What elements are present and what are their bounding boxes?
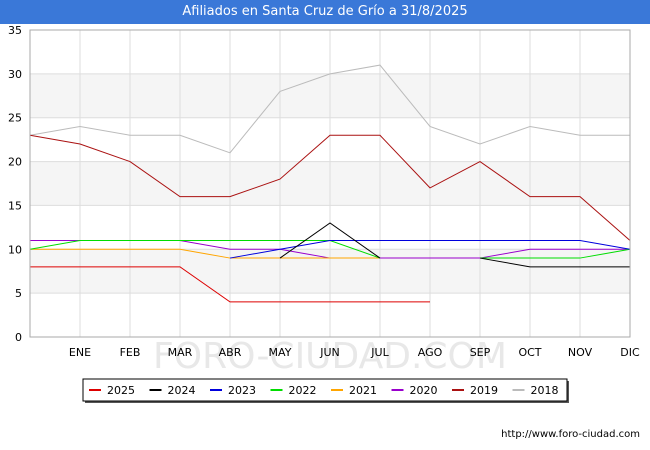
x-tick-label: ENE bbox=[69, 346, 91, 359]
legend-label-2021: 2021 bbox=[349, 384, 377, 397]
x-tick-label: MAR bbox=[168, 346, 193, 359]
legend-label-2025: 2025 bbox=[107, 384, 135, 397]
legend-label-2019: 2019 bbox=[470, 384, 498, 397]
x-tick-label: OCT bbox=[518, 346, 541, 359]
legend-box bbox=[82, 378, 568, 402]
series-line-2025 bbox=[30, 266, 430, 303]
legend-label-2020: 2020 bbox=[410, 384, 438, 397]
x-tick-label: ABR bbox=[219, 346, 242, 359]
watermark-text: FORO-CIUDAD.COM bbox=[153, 336, 507, 377]
source-link[interactable]: http://www.foro-ciudad.com bbox=[501, 429, 640, 440]
legend-label-2018: 2018 bbox=[531, 384, 559, 397]
series-line-2024 bbox=[279, 222, 381, 259]
x-tick-label: AGO bbox=[418, 346, 443, 359]
x-tick-label: SEP bbox=[470, 346, 491, 359]
plot-frame bbox=[29, 29, 631, 338]
y-tick-label: 35 bbox=[8, 24, 22, 37]
x-tick-label: JUN bbox=[319, 346, 340, 359]
series-line-2021 bbox=[30, 248, 380, 259]
series-line-2018 bbox=[29, 64, 630, 154]
legend-label-2022: 2022 bbox=[289, 384, 317, 397]
series-line-2019 bbox=[29, 134, 631, 241]
y-tick-label: 20 bbox=[8, 156, 22, 169]
x-tick-label: JUL bbox=[370, 346, 389, 359]
y-tick-label: 0 bbox=[15, 331, 22, 344]
chart-title: Afiliados en Santa Cruz de Grío a 31/8/2… bbox=[0, 0, 650, 24]
y-tick-label: 10 bbox=[8, 243, 22, 256]
y-tick-label: 30 bbox=[8, 68, 22, 81]
legend-label-2024: 2024 bbox=[168, 384, 196, 397]
legend: 2025 2024 2023 2022 2021 2020 2019 2018 bbox=[82, 378, 569, 403]
y-axis-ticks: 0 5 10 15 20 25 30 35 bbox=[8, 24, 22, 344]
legend-label-2023: 2023 bbox=[228, 384, 256, 397]
y-tick-label: 15 bbox=[8, 199, 22, 212]
x-tick-label: DIC bbox=[620, 346, 640, 359]
series-line-2024 bbox=[479, 257, 630, 268]
y-tick-label: 5 bbox=[15, 287, 22, 300]
x-tick-label: NOV bbox=[568, 346, 593, 359]
x-tick-label: FEB bbox=[120, 346, 141, 359]
x-tick-label: MAY bbox=[269, 346, 292, 359]
series-line-2022 bbox=[480, 248, 631, 259]
series-line-2022 bbox=[29, 240, 381, 259]
y-tick-label: 25 bbox=[8, 112, 22, 125]
x-axis-ticks: ENE FEB MAR ABR MAY JUN JUL AGO SEP OCT NOV DIC bbox=[69, 346, 640, 359]
series-lines bbox=[29, 64, 631, 303]
